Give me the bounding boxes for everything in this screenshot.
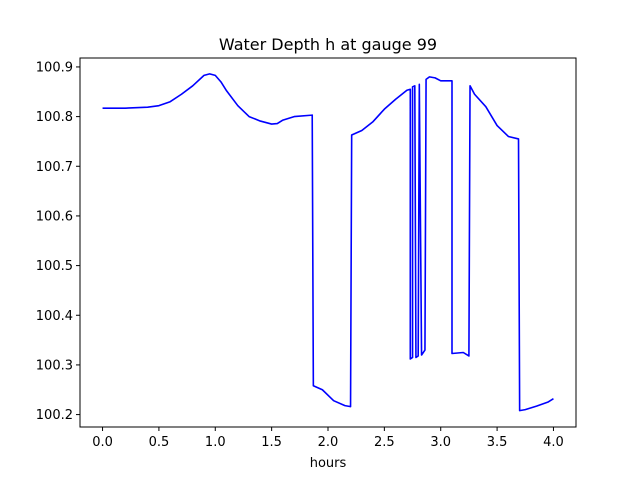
x-axis-label: hours (310, 456, 347, 471)
x-tick-label: 3.0 (430, 435, 451, 450)
x-axis: 0.0 0.5 1.0 1.5 2.0 2.5 3.0 3.5 4.0 (92, 427, 564, 450)
series-line-0 (102, 73, 554, 412)
y-tick-label: 100.4 (36, 309, 73, 324)
x-tick-label: 3.5 (487, 435, 508, 450)
y-tick-label: 100.7 (36, 160, 73, 175)
x-tick-label: 2.5 (374, 435, 395, 450)
y-tick-label: 100.9 (36, 60, 73, 75)
x-tick-label: 1.5 (261, 435, 282, 450)
y-tick-label: 100.5 (36, 259, 73, 274)
y-tick-label: 100.6 (36, 209, 73, 224)
x-tick-label: 4.0 (543, 435, 564, 450)
y-axis: 100.2 100.3 100.4 100.5 100.6 100.7 100.8 100.9 (36, 60, 80, 423)
y-tick-label: 100.2 (36, 408, 73, 423)
plot-frame (79, 57, 577, 428)
x-tick-label: 1.0 (205, 435, 226, 450)
x-tick-label: 0.0 (92, 435, 113, 450)
chart-title: Water Depth h at gauge 99 (219, 35, 437, 54)
plot-area (102, 73, 554, 412)
y-tick-label: 100.8 (36, 110, 73, 125)
x-tick-label: 0.5 (149, 435, 170, 450)
y-tick-label: 100.3 (36, 358, 73, 373)
x-tick-label: 2.0 (318, 435, 339, 450)
